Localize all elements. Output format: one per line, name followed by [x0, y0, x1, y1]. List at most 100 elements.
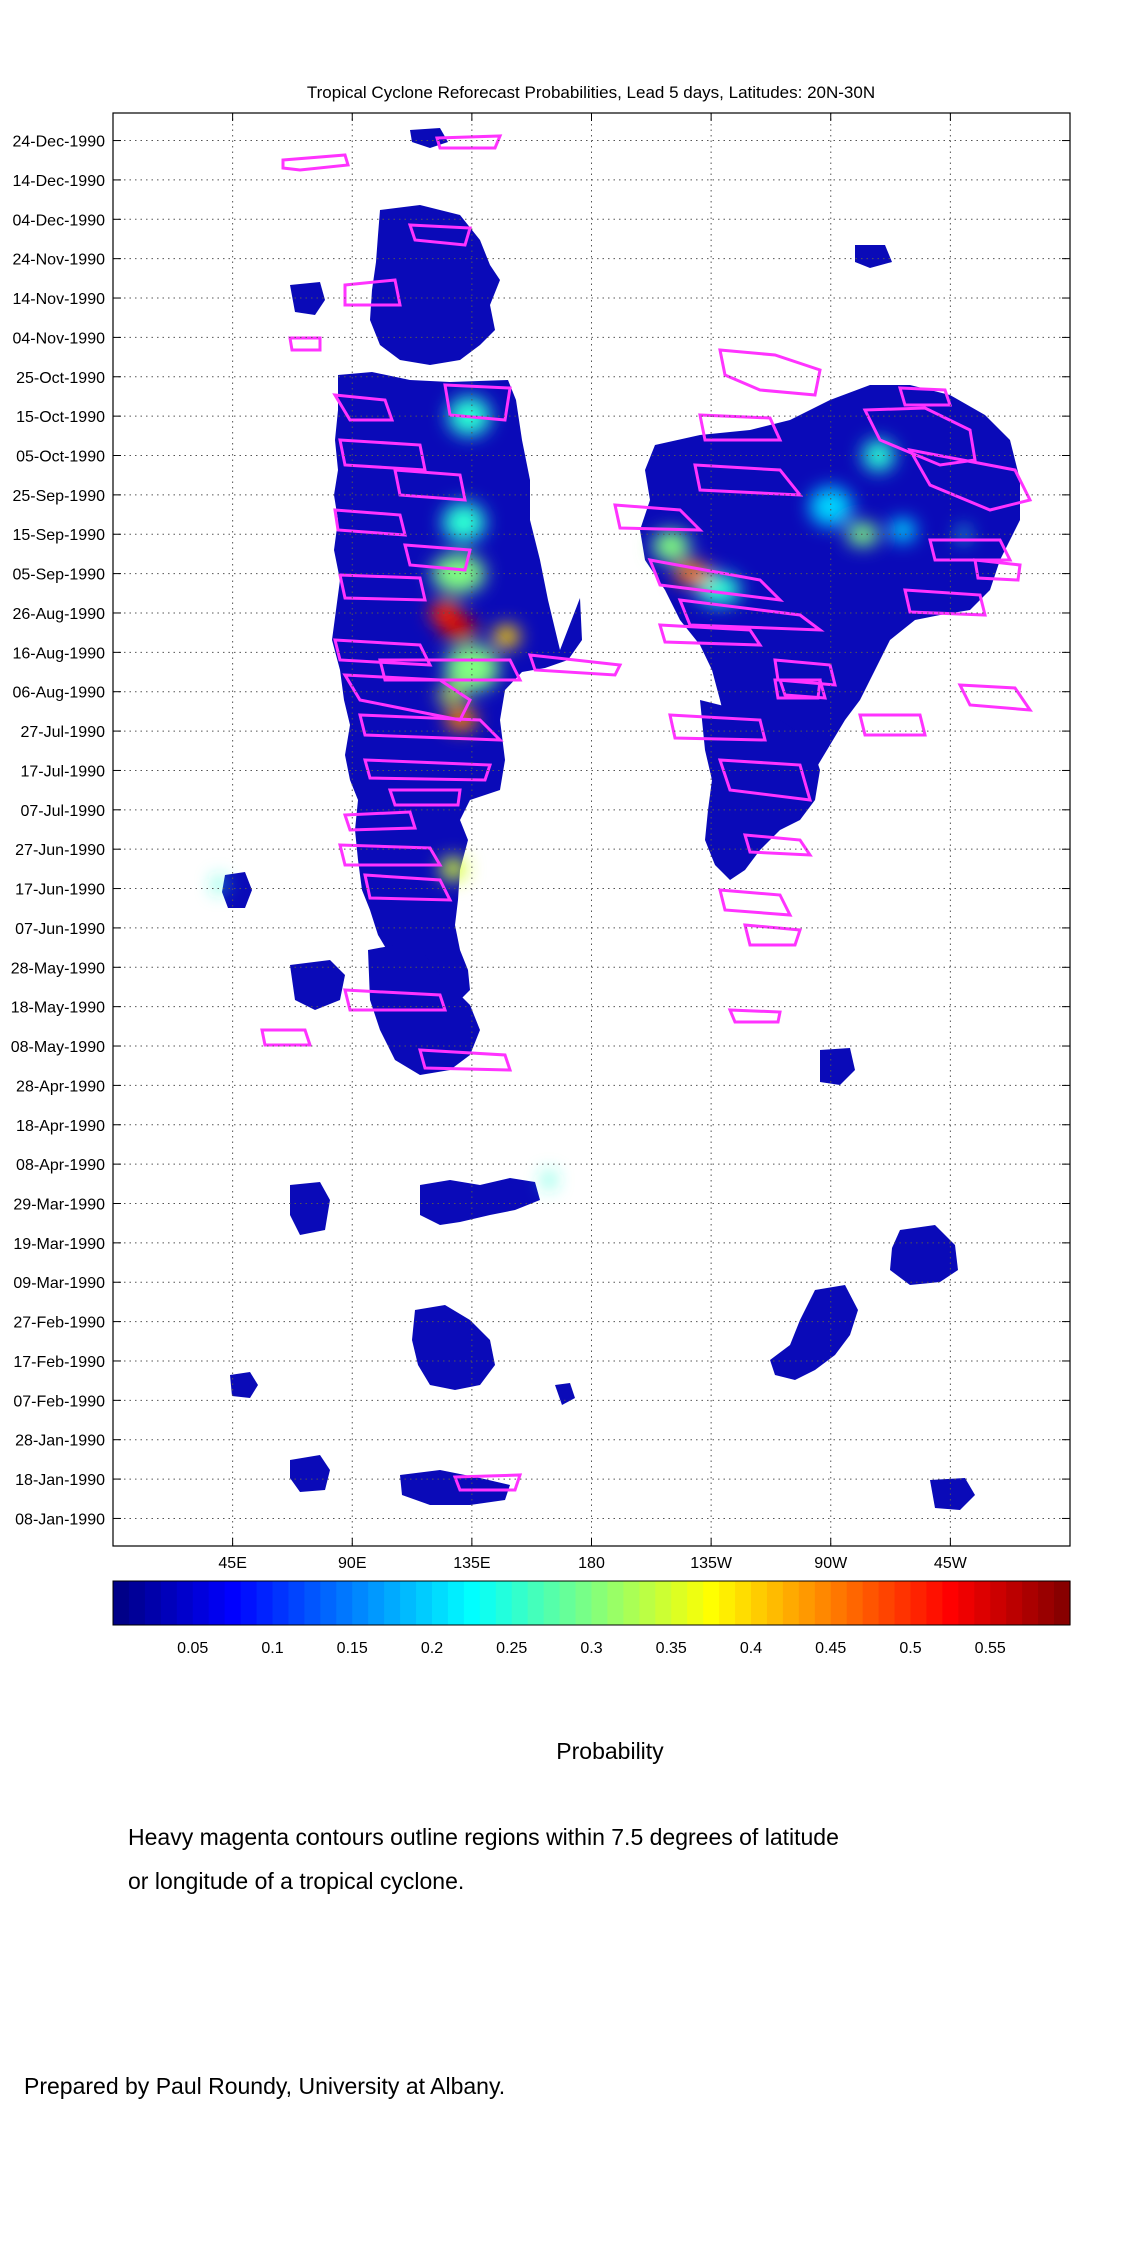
cyclone-contour [338, 438, 427, 472]
colorbar-swatch [288, 1581, 305, 1625]
colorbar-swatch [1038, 1581, 1055, 1625]
probability-blob [439, 616, 478, 641]
y-tick-label: 05-Sep-1990 [12, 567, 105, 584]
y-tick-label: 04-Nov-1990 [13, 330, 106, 347]
colorbar-title: Probability [556, 1738, 664, 1764]
chart-title: Tropical Cyclone Reforecast Probabilitie… [307, 83, 875, 102]
colorbar-tick-label: 0.4 [740, 1640, 762, 1657]
colorbar-swatch [559, 1581, 577, 1625]
cyclone-contour [387, 788, 462, 807]
cyclone-contour [928, 538, 1013, 562]
region-wpac-apr [420, 1178, 540, 1225]
y-tick-label: 25-Sep-1990 [12, 488, 105, 505]
colorbar-swatch [926, 1581, 943, 1625]
region-epac-main [640, 385, 1020, 800]
colorbar-swatch [160, 1581, 178, 1625]
cyclone-contour [393, 468, 467, 502]
probability-blob [437, 687, 464, 704]
y-tick-label: 17-Jun-1990 [15, 882, 105, 899]
probability-blob [697, 573, 741, 606]
cyclone-contour [281, 153, 350, 172]
colorbar-swatch [240, 1581, 258, 1625]
y-tick-label: 26-Aug-1990 [12, 606, 105, 623]
y-tick-label: 28-May-1990 [11, 960, 105, 977]
cyclone-contour [903, 588, 987, 617]
probability-blob [673, 561, 712, 586]
colorbar-swatch [575, 1581, 593, 1625]
colorbar-swatch [304, 1581, 321, 1625]
colorbar-swatch [447, 1581, 465, 1625]
colorbar-swatch [878, 1581, 896, 1625]
colorbar-swatch [607, 1581, 624, 1625]
y-tick-label: 27-Feb-1990 [13, 1315, 105, 1332]
intensity-layer [214, 396, 969, 1188]
colorbar-swatch [256, 1581, 274, 1625]
y-tick-label: 16-Aug-1990 [12, 645, 105, 662]
cyclone-contour [957, 683, 1034, 712]
colorbar-swatch [1022, 1581, 1039, 1625]
colorbar-swatch [735, 1581, 752, 1625]
cyclone-contour [338, 843, 443, 867]
colorbar-swatch [1054, 1581, 1071, 1625]
y-tick-label: 18-May-1990 [11, 1000, 105, 1017]
colorbar-swatch [352, 1581, 369, 1625]
cyclone-contour [358, 713, 504, 742]
grid [113, 113, 1070, 1546]
colorbar-swatch [910, 1581, 928, 1625]
cyclone-contour [333, 508, 407, 537]
cyclone-contour [717, 758, 813, 802]
y-tick-label: 25-Oct-1990 [16, 370, 105, 387]
probability-blob [809, 486, 853, 527]
colorbar-swatch [511, 1581, 529, 1625]
colorbar-swatch [400, 1581, 417, 1625]
colorbar-swatch [814, 1581, 832, 1625]
y-tick-label: 18-Jan-1990 [15, 1472, 105, 1489]
y-tick-label: 17-Feb-1990 [13, 1354, 105, 1371]
colorbar-swatch [192, 1581, 210, 1625]
colorbar-swatch [798, 1581, 816, 1625]
colorbar-frame [112, 1580, 1071, 1626]
colorbar-tick-label: 0.05 [177, 1640, 208, 1657]
cyclone-contour [718, 348, 822, 397]
probability-blob [958, 526, 969, 543]
region-small-9 [930, 1478, 975, 1510]
y-tick-label: 08-May-1990 [11, 1039, 105, 1056]
y-tick-label: 07-Jun-1990 [15, 921, 105, 938]
cyclone-contour [332, 393, 395, 422]
region-wpac-upper [370, 205, 500, 365]
colorbar-swatch [176, 1581, 194, 1625]
colorbar-swatch [144, 1581, 162, 1625]
colorbar-tick-label: 0.45 [815, 1640, 846, 1657]
colorbar-swatch [320, 1581, 337, 1625]
y-tick-label: 05-Oct-1990 [16, 449, 105, 466]
y-tick-label: 28-Apr-1990 [16, 1078, 105, 1095]
cyclone-contour [973, 558, 1022, 582]
y-tick-label: 08-Jan-1990 [15, 1511, 105, 1528]
colorbar-swatch [942, 1581, 959, 1625]
colorbar-swatch [527, 1581, 545, 1625]
colorbar-tick-label: 0.25 [496, 1640, 527, 1657]
y-tick-label: 04-Dec-1990 [13, 212, 106, 229]
y-tick-label: 27-Jul-1990 [21, 724, 106, 741]
colorbar-swatch [432, 1581, 449, 1625]
region-small-6 [290, 282, 325, 315]
x-tick-label: 135W [690, 1555, 733, 1572]
region-small-2 [290, 1182, 330, 1235]
colorbar [113, 1581, 1071, 1625]
colorbar-swatch [639, 1581, 656, 1625]
region-atl-apr [820, 1048, 855, 1085]
cyclone-contour [698, 413, 783, 442]
colorbar-tick-label: 0.2 [421, 1640, 443, 1657]
y-tick-label: 08-Apr-1990 [16, 1157, 105, 1174]
colorbar-swatch [766, 1581, 784, 1625]
cyclone-contour [742, 833, 813, 857]
y-tick-label: 24-Dec-1990 [13, 134, 106, 151]
colorbar-swatch [830, 1581, 848, 1625]
cyclone-contour [647, 558, 785, 603]
colorbar-swatch [591, 1581, 609, 1625]
y-tick-label: 27-Jun-1990 [15, 842, 105, 859]
colorbar-swatch [974, 1581, 991, 1625]
y-tick-label: 06-Aug-1990 [12, 685, 105, 702]
colorbar-tick-label: 0.5 [899, 1640, 921, 1657]
colorbar-swatch [846, 1581, 864, 1625]
